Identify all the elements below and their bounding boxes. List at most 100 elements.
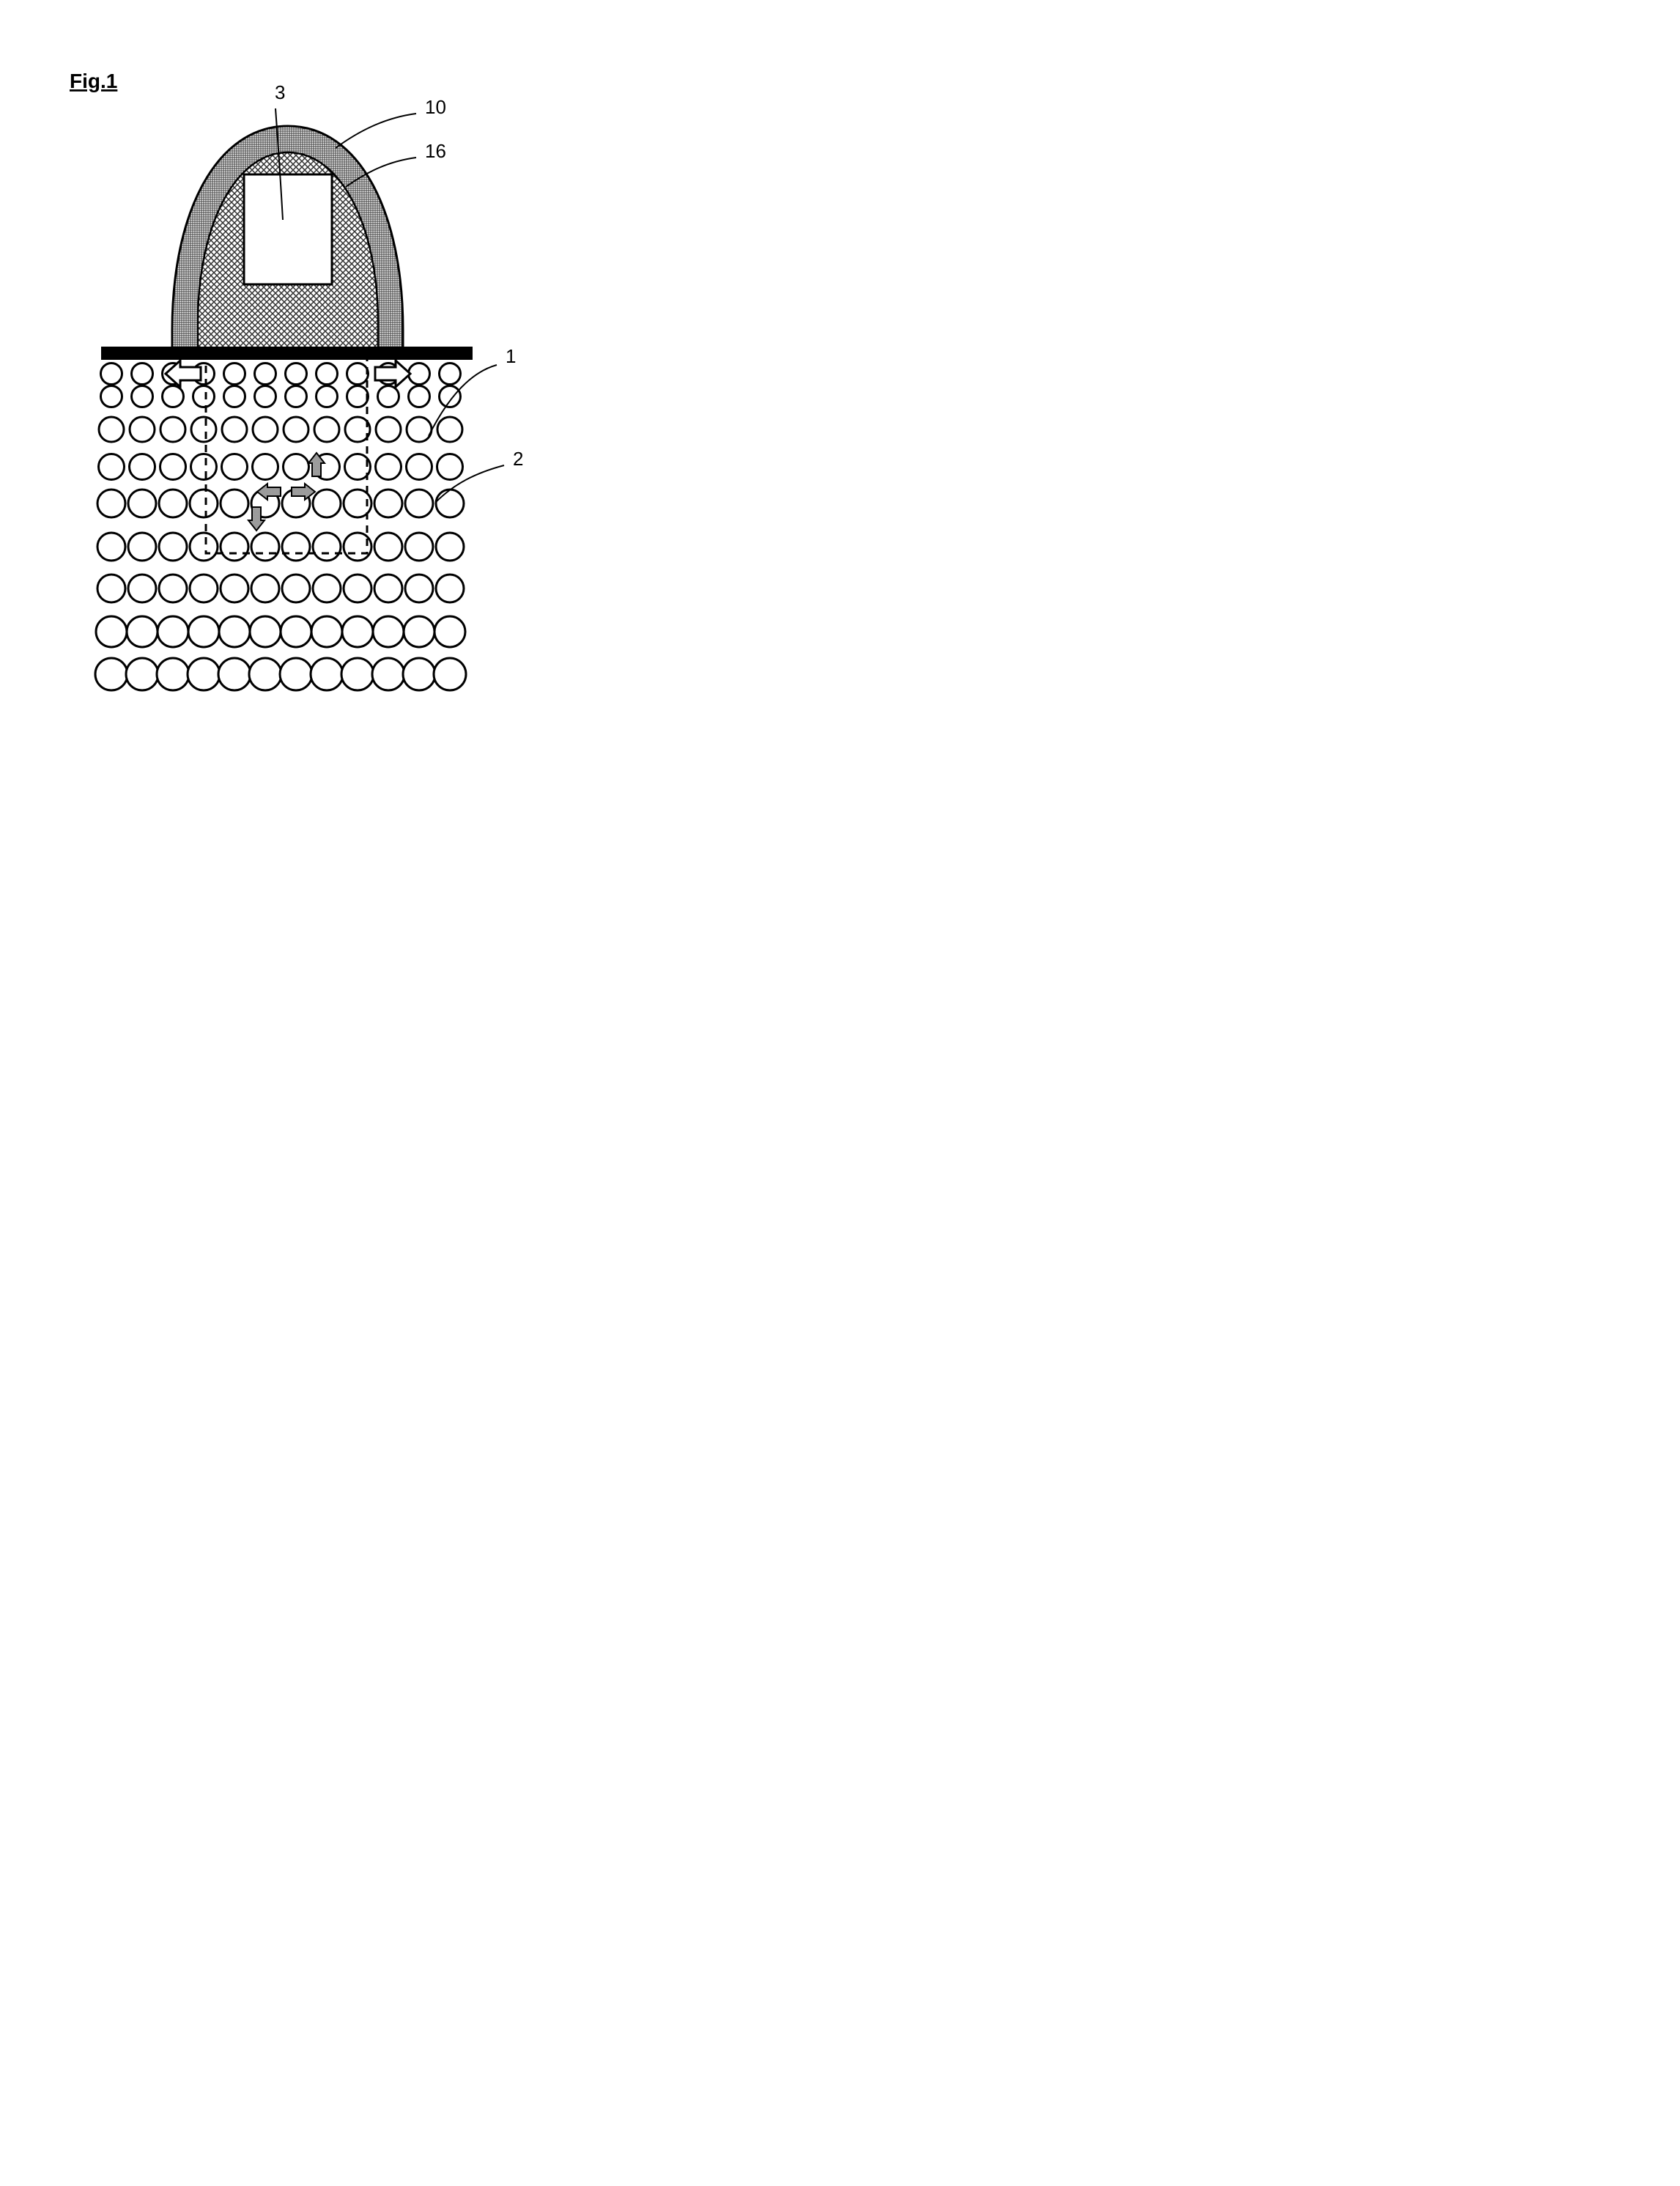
circle — [218, 658, 251, 690]
circle — [222, 454, 248, 480]
circle — [157, 658, 189, 690]
circle — [255, 386, 276, 407]
circle — [374, 490, 402, 517]
circle — [158, 616, 188, 647]
circle — [405, 575, 433, 602]
circle — [190, 490, 218, 517]
circle — [130, 417, 155, 442]
circle — [221, 575, 248, 602]
circle — [190, 533, 218, 561]
circle — [311, 658, 343, 690]
leader-line — [336, 114, 416, 148]
circle — [224, 363, 245, 385]
circle — [160, 454, 186, 480]
circle — [221, 490, 248, 517]
circle — [97, 533, 125, 561]
circle — [250, 616, 281, 647]
circle — [407, 454, 432, 480]
circle — [373, 616, 404, 647]
circle — [286, 363, 307, 385]
circle — [374, 533, 402, 561]
circle — [99, 454, 125, 480]
circle — [193, 386, 215, 407]
circle — [313, 533, 341, 561]
circle — [405, 533, 433, 561]
circle — [159, 490, 187, 517]
figure-svg: Fig.1 10 16 3 1 2 — [15, 15, 575, 744]
circle — [95, 658, 127, 690]
circle — [191, 417, 216, 442]
circle — [344, 533, 371, 561]
circle — [96, 616, 127, 647]
circle — [159, 533, 187, 561]
circle — [403, 658, 435, 690]
circle — [313, 575, 341, 602]
circle — [405, 490, 433, 517]
circle — [440, 363, 461, 385]
circle — [282, 533, 310, 561]
circle — [409, 386, 430, 407]
circle — [99, 417, 124, 442]
circle — [434, 658, 466, 690]
circle — [281, 616, 311, 647]
device-face-plate — [244, 174, 332, 284]
circle — [163, 386, 184, 407]
circle — [101, 363, 122, 385]
circle — [159, 575, 187, 602]
ref-label-10: 10 — [425, 96, 446, 118]
circle — [436, 575, 464, 602]
circle — [284, 417, 308, 442]
circle — [436, 490, 464, 517]
figure-container: Fig.1 10 16 3 1 2 — [15, 15, 575, 744]
circle — [251, 575, 279, 602]
circle — [311, 616, 342, 647]
circle — [437, 454, 463, 480]
circle — [313, 490, 341, 517]
circle — [317, 386, 338, 407]
circle — [160, 417, 185, 442]
ref-label-1: 1 — [506, 345, 516, 367]
circle — [437, 417, 462, 442]
circle — [376, 417, 401, 442]
circle — [407, 417, 432, 442]
circle — [280, 658, 312, 690]
circle — [374, 575, 402, 602]
circle — [347, 363, 369, 385]
circle — [190, 575, 218, 602]
circle — [251, 533, 279, 561]
circle — [436, 533, 464, 561]
circle — [97, 575, 125, 602]
circle — [221, 533, 248, 561]
circle — [284, 454, 309, 480]
circle — [222, 417, 247, 442]
ref-label-16: 16 — [425, 140, 446, 162]
figure-label: Fig.1 — [70, 70, 117, 92]
circle — [132, 386, 153, 407]
circle — [342, 616, 373, 647]
circle — [376, 454, 402, 480]
circle — [282, 575, 310, 602]
circle — [191, 454, 217, 480]
circle — [128, 533, 156, 561]
circle — [378, 386, 399, 407]
circle-grid — [95, 363, 466, 691]
circle — [341, 658, 374, 690]
circle — [440, 386, 461, 407]
circle — [97, 490, 125, 517]
circle — [253, 454, 278, 480]
circle — [101, 386, 122, 407]
circle — [249, 658, 281, 690]
circle — [130, 454, 155, 480]
circle — [253, 417, 278, 442]
circle — [286, 386, 307, 407]
circle — [372, 658, 404, 690]
circle — [132, 363, 153, 385]
circle — [314, 417, 339, 442]
ref-label-2: 2 — [513, 448, 523, 470]
circle — [317, 363, 338, 385]
circle — [188, 616, 219, 647]
circle — [255, 363, 276, 385]
circle — [128, 575, 156, 602]
ref-label-3: 3 — [275, 81, 285, 103]
circle — [404, 616, 434, 647]
